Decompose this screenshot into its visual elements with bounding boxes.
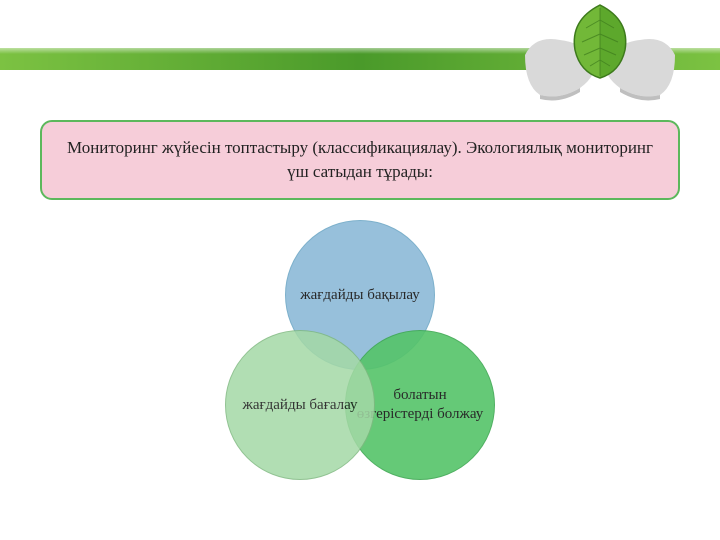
venn-label-left: жағдайды бағалау — [242, 396, 357, 415]
venn-label-top: жағдайды бақылау — [300, 286, 420, 305]
leaf-icon — [574, 5, 625, 78]
venn-label-right: болатын өзгерістерді болжау — [356, 386, 484, 424]
venn-circle-left: жағдайды бағалау — [225, 330, 375, 480]
title-box: Мониторинг жүйесін топтастыру (классифик… — [40, 120, 680, 200]
venn-diagram: жағдайды бақылау болатын өзгерістерді бо… — [190, 220, 530, 520]
leaf-in-hands-graphic — [520, 0, 680, 110]
